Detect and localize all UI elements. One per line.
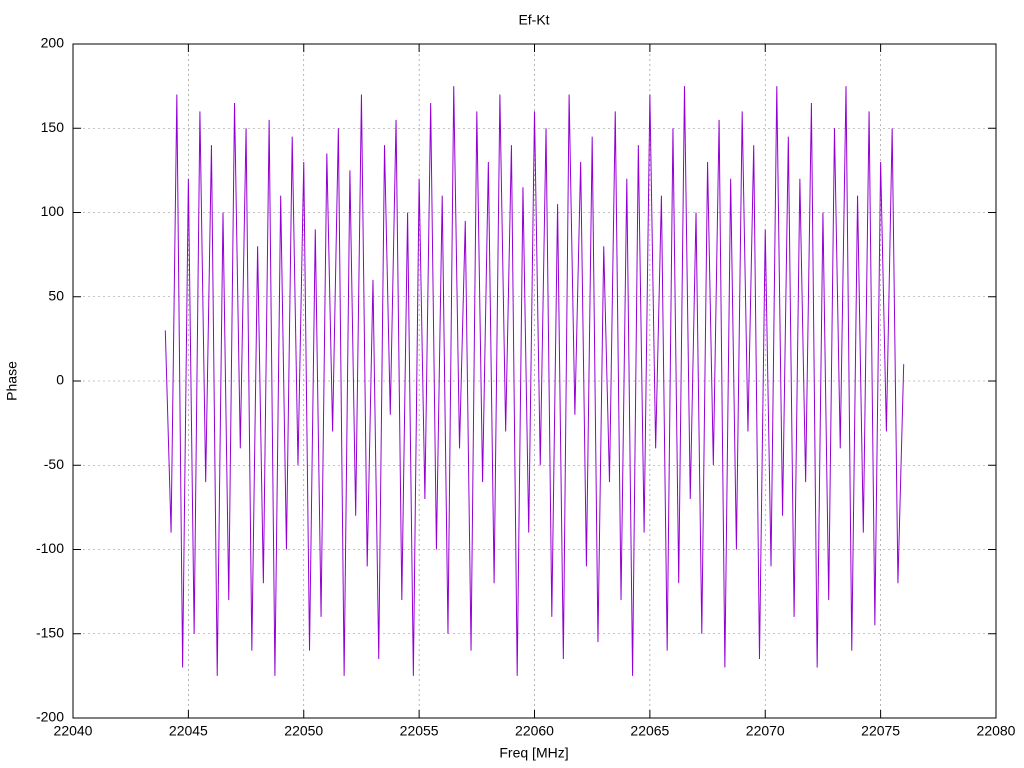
y-tick-label: -150: [36, 624, 64, 640]
y-tick-label: 0: [56, 372, 64, 388]
x-tick-label: 22050: [284, 723, 323, 739]
chart-title: Ef-Kt: [518, 12, 549, 28]
x-tick-label: 22070: [746, 723, 785, 739]
x-tick-label: 22060: [515, 723, 554, 739]
y-tick-label: -50: [44, 456, 64, 472]
y-tick-label: -100: [36, 540, 64, 556]
x-tick-label: 22065: [630, 723, 669, 739]
y-axis-label: Phase: [4, 361, 20, 401]
y-tick-label: -200: [36, 709, 64, 725]
x-axis-label: Freq [MHz]: [499, 745, 568, 761]
y-tick-label: 150: [41, 119, 65, 135]
x-tick-label: 22075: [861, 723, 900, 739]
y-tick-label: 200: [41, 35, 65, 51]
x-tick-label: 22055: [400, 723, 439, 739]
y-tick-label: 100: [41, 203, 65, 219]
x-tick-label: 22080: [977, 723, 1016, 739]
x-tick-label: 22040: [54, 723, 93, 739]
x-tick-label: 22045: [169, 723, 208, 739]
plot-frame: [72, 43, 997, 719]
data-line: [164, 86, 905, 676]
y-tick-label: 50: [48, 287, 64, 303]
